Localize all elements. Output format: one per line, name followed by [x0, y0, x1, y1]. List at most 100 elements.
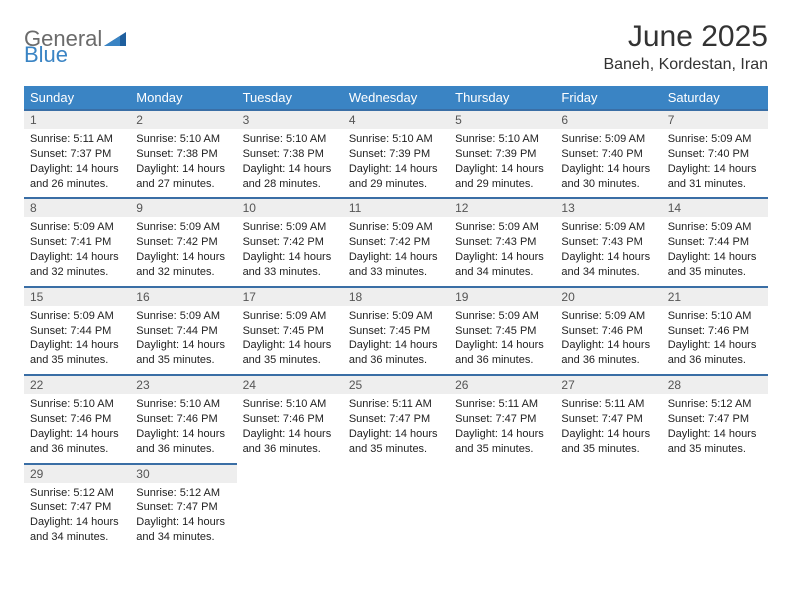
daylight-line: Daylight: 14 hours and 36 minutes. [561, 338, 655, 368]
sunrise-line: Sunrise: 5:11 AM [561, 397, 655, 412]
calendar-cell: 17Sunrise: 5:09 AMSunset: 7:45 PMDayligh… [237, 286, 343, 374]
daylight-line: Daylight: 14 hours and 36 minutes. [455, 338, 549, 368]
day-body: Sunrise: 5:09 AMSunset: 7:45 PMDaylight:… [449, 306, 555, 374]
day-body: Sunrise: 5:09 AMSunset: 7:45 PMDaylight:… [237, 306, 343, 374]
daylight-line: Daylight: 14 hours and 32 minutes. [136, 250, 230, 280]
sunset-line: Sunset: 7:47 PM [136, 500, 230, 515]
calendar-cell [449, 463, 555, 551]
calendar-cell: 25Sunrise: 5:11 AMSunset: 7:47 PMDayligh… [343, 374, 449, 462]
sunset-line: Sunset: 7:42 PM [349, 235, 443, 250]
day-number: 27 [555, 374, 661, 394]
day-number: 29 [24, 463, 130, 483]
calendar-cell: 3Sunrise: 5:10 AMSunset: 7:38 PMDaylight… [237, 109, 343, 197]
sunset-line: Sunset: 7:47 PM [30, 500, 124, 515]
day-body: Sunrise: 5:12 AMSunset: 7:47 PMDaylight:… [130, 483, 236, 551]
sunrise-line: Sunrise: 5:09 AM [561, 132, 655, 147]
day-number: 6 [555, 109, 661, 129]
calendar-cell: 18Sunrise: 5:09 AMSunset: 7:45 PMDayligh… [343, 286, 449, 374]
sunrise-line: Sunrise: 5:10 AM [243, 132, 337, 147]
day-number: 1 [24, 109, 130, 129]
sunset-line: Sunset: 7:38 PM [243, 147, 337, 162]
sunset-line: Sunset: 7:45 PM [243, 324, 337, 339]
weekday-header: Thursday [449, 86, 555, 109]
daylight-line: Daylight: 14 hours and 35 minutes. [30, 338, 124, 368]
day-number: 24 [237, 374, 343, 394]
daylight-line: Daylight: 14 hours and 36 minutes. [668, 338, 762, 368]
day-body: Sunrise: 5:09 AMSunset: 7:46 PMDaylight:… [555, 306, 661, 374]
day-body: Sunrise: 5:09 AMSunset: 7:43 PMDaylight:… [449, 217, 555, 285]
weekday-header: Tuesday [237, 86, 343, 109]
calendar-cell: 24Sunrise: 5:10 AMSunset: 7:46 PMDayligh… [237, 374, 343, 462]
calendar-cell: 19Sunrise: 5:09 AMSunset: 7:45 PMDayligh… [449, 286, 555, 374]
sunset-line: Sunset: 7:45 PM [349, 324, 443, 339]
daylight-line: Daylight: 14 hours and 35 minutes. [668, 250, 762, 280]
weekday-header: Sunday [24, 86, 130, 109]
daylight-line: Daylight: 14 hours and 36 minutes. [349, 338, 443, 368]
sunrise-line: Sunrise: 5:10 AM [30, 397, 124, 412]
sunrise-line: Sunrise: 5:11 AM [455, 397, 549, 412]
day-body: Sunrise: 5:09 AMSunset: 7:44 PMDaylight:… [130, 306, 236, 374]
day-body: Sunrise: 5:10 AMSunset: 7:46 PMDaylight:… [24, 394, 130, 462]
daylight-line: Daylight: 14 hours and 34 minutes. [561, 250, 655, 280]
sunset-line: Sunset: 7:46 PM [561, 324, 655, 339]
day-number: 28 [662, 374, 768, 394]
sunset-line: Sunset: 7:41 PM [30, 235, 124, 250]
calendar-cell [555, 463, 661, 551]
daylight-line: Daylight: 14 hours and 31 minutes. [668, 162, 762, 192]
day-number: 4 [343, 109, 449, 129]
daylight-line: Daylight: 14 hours and 32 minutes. [30, 250, 124, 280]
sunset-line: Sunset: 7:39 PM [349, 147, 443, 162]
calendar-cell: 2Sunrise: 5:10 AMSunset: 7:38 PMDaylight… [130, 109, 236, 197]
logo-triangle-icon [104, 28, 126, 51]
day-number: 10 [237, 197, 343, 217]
calendar-cell: 26Sunrise: 5:11 AMSunset: 7:47 PMDayligh… [449, 374, 555, 462]
sunrise-line: Sunrise: 5:10 AM [243, 397, 337, 412]
day-number: 9 [130, 197, 236, 217]
day-body: Sunrise: 5:09 AMSunset: 7:40 PMDaylight:… [662, 129, 768, 197]
day-number: 19 [449, 286, 555, 306]
day-number: 22 [24, 374, 130, 394]
day-body: Sunrise: 5:11 AMSunset: 7:37 PMDaylight:… [24, 129, 130, 197]
day-body: Sunrise: 5:10 AMSunset: 7:46 PMDaylight:… [130, 394, 236, 462]
daylight-line: Daylight: 14 hours and 30 minutes. [561, 162, 655, 192]
sunset-line: Sunset: 7:44 PM [136, 324, 230, 339]
calendar-cell: 7Sunrise: 5:09 AMSunset: 7:40 PMDaylight… [662, 109, 768, 197]
day-body: Sunrise: 5:11 AMSunset: 7:47 PMDaylight:… [555, 394, 661, 462]
day-number: 7 [662, 109, 768, 129]
calendar-cell: 30Sunrise: 5:12 AMSunset: 7:47 PMDayligh… [130, 463, 236, 551]
day-number: 17 [237, 286, 343, 306]
day-body: Sunrise: 5:09 AMSunset: 7:43 PMDaylight:… [555, 217, 661, 285]
sunset-line: Sunset: 7:40 PM [668, 147, 762, 162]
sunrise-line: Sunrise: 5:09 AM [243, 309, 337, 324]
calendar-cell: 29Sunrise: 5:12 AMSunset: 7:47 PMDayligh… [24, 463, 130, 551]
sunset-line: Sunset: 7:47 PM [561, 412, 655, 427]
daylight-line: Daylight: 14 hours and 33 minutes. [243, 250, 337, 280]
sunset-line: Sunset: 7:42 PM [136, 235, 230, 250]
calendar-cell: 1Sunrise: 5:11 AMSunset: 7:37 PMDaylight… [24, 109, 130, 197]
day-number: 13 [555, 197, 661, 217]
sunrise-line: Sunrise: 5:09 AM [349, 309, 443, 324]
sunrise-line: Sunrise: 5:09 AM [136, 220, 230, 235]
sunset-line: Sunset: 7:44 PM [668, 235, 762, 250]
day-body: Sunrise: 5:10 AMSunset: 7:39 PMDaylight:… [449, 129, 555, 197]
day-body: Sunrise: 5:09 AMSunset: 7:40 PMDaylight:… [555, 129, 661, 197]
calendar-cell: 28Sunrise: 5:12 AMSunset: 7:47 PMDayligh… [662, 374, 768, 462]
calendar-cell: 23Sunrise: 5:10 AMSunset: 7:46 PMDayligh… [130, 374, 236, 462]
calendar-cell: 8Sunrise: 5:09 AMSunset: 7:41 PMDaylight… [24, 197, 130, 285]
sunrise-line: Sunrise: 5:09 AM [455, 309, 549, 324]
day-body: Sunrise: 5:11 AMSunset: 7:47 PMDaylight:… [449, 394, 555, 462]
day-body: Sunrise: 5:09 AMSunset: 7:44 PMDaylight:… [24, 306, 130, 374]
day-number: 15 [24, 286, 130, 306]
calendar-cell [237, 463, 343, 551]
weekday-header-row: Sunday Monday Tuesday Wednesday Thursday… [24, 86, 768, 109]
sunrise-line: Sunrise: 5:09 AM [349, 220, 443, 235]
calendar-cell: 21Sunrise: 5:10 AMSunset: 7:46 PMDayligh… [662, 286, 768, 374]
calendar-cell: 10Sunrise: 5:09 AMSunset: 7:42 PMDayligh… [237, 197, 343, 285]
daylight-line: Daylight: 14 hours and 35 minutes. [349, 427, 443, 457]
day-number: 2 [130, 109, 236, 129]
day-body: Sunrise: 5:09 AMSunset: 7:44 PMDaylight:… [662, 217, 768, 285]
day-body: Sunrise: 5:11 AMSunset: 7:47 PMDaylight:… [343, 394, 449, 462]
daylight-line: Daylight: 14 hours and 34 minutes. [30, 515, 124, 545]
page-title: June 2025 [603, 20, 768, 54]
day-body: Sunrise: 5:10 AMSunset: 7:46 PMDaylight:… [237, 394, 343, 462]
